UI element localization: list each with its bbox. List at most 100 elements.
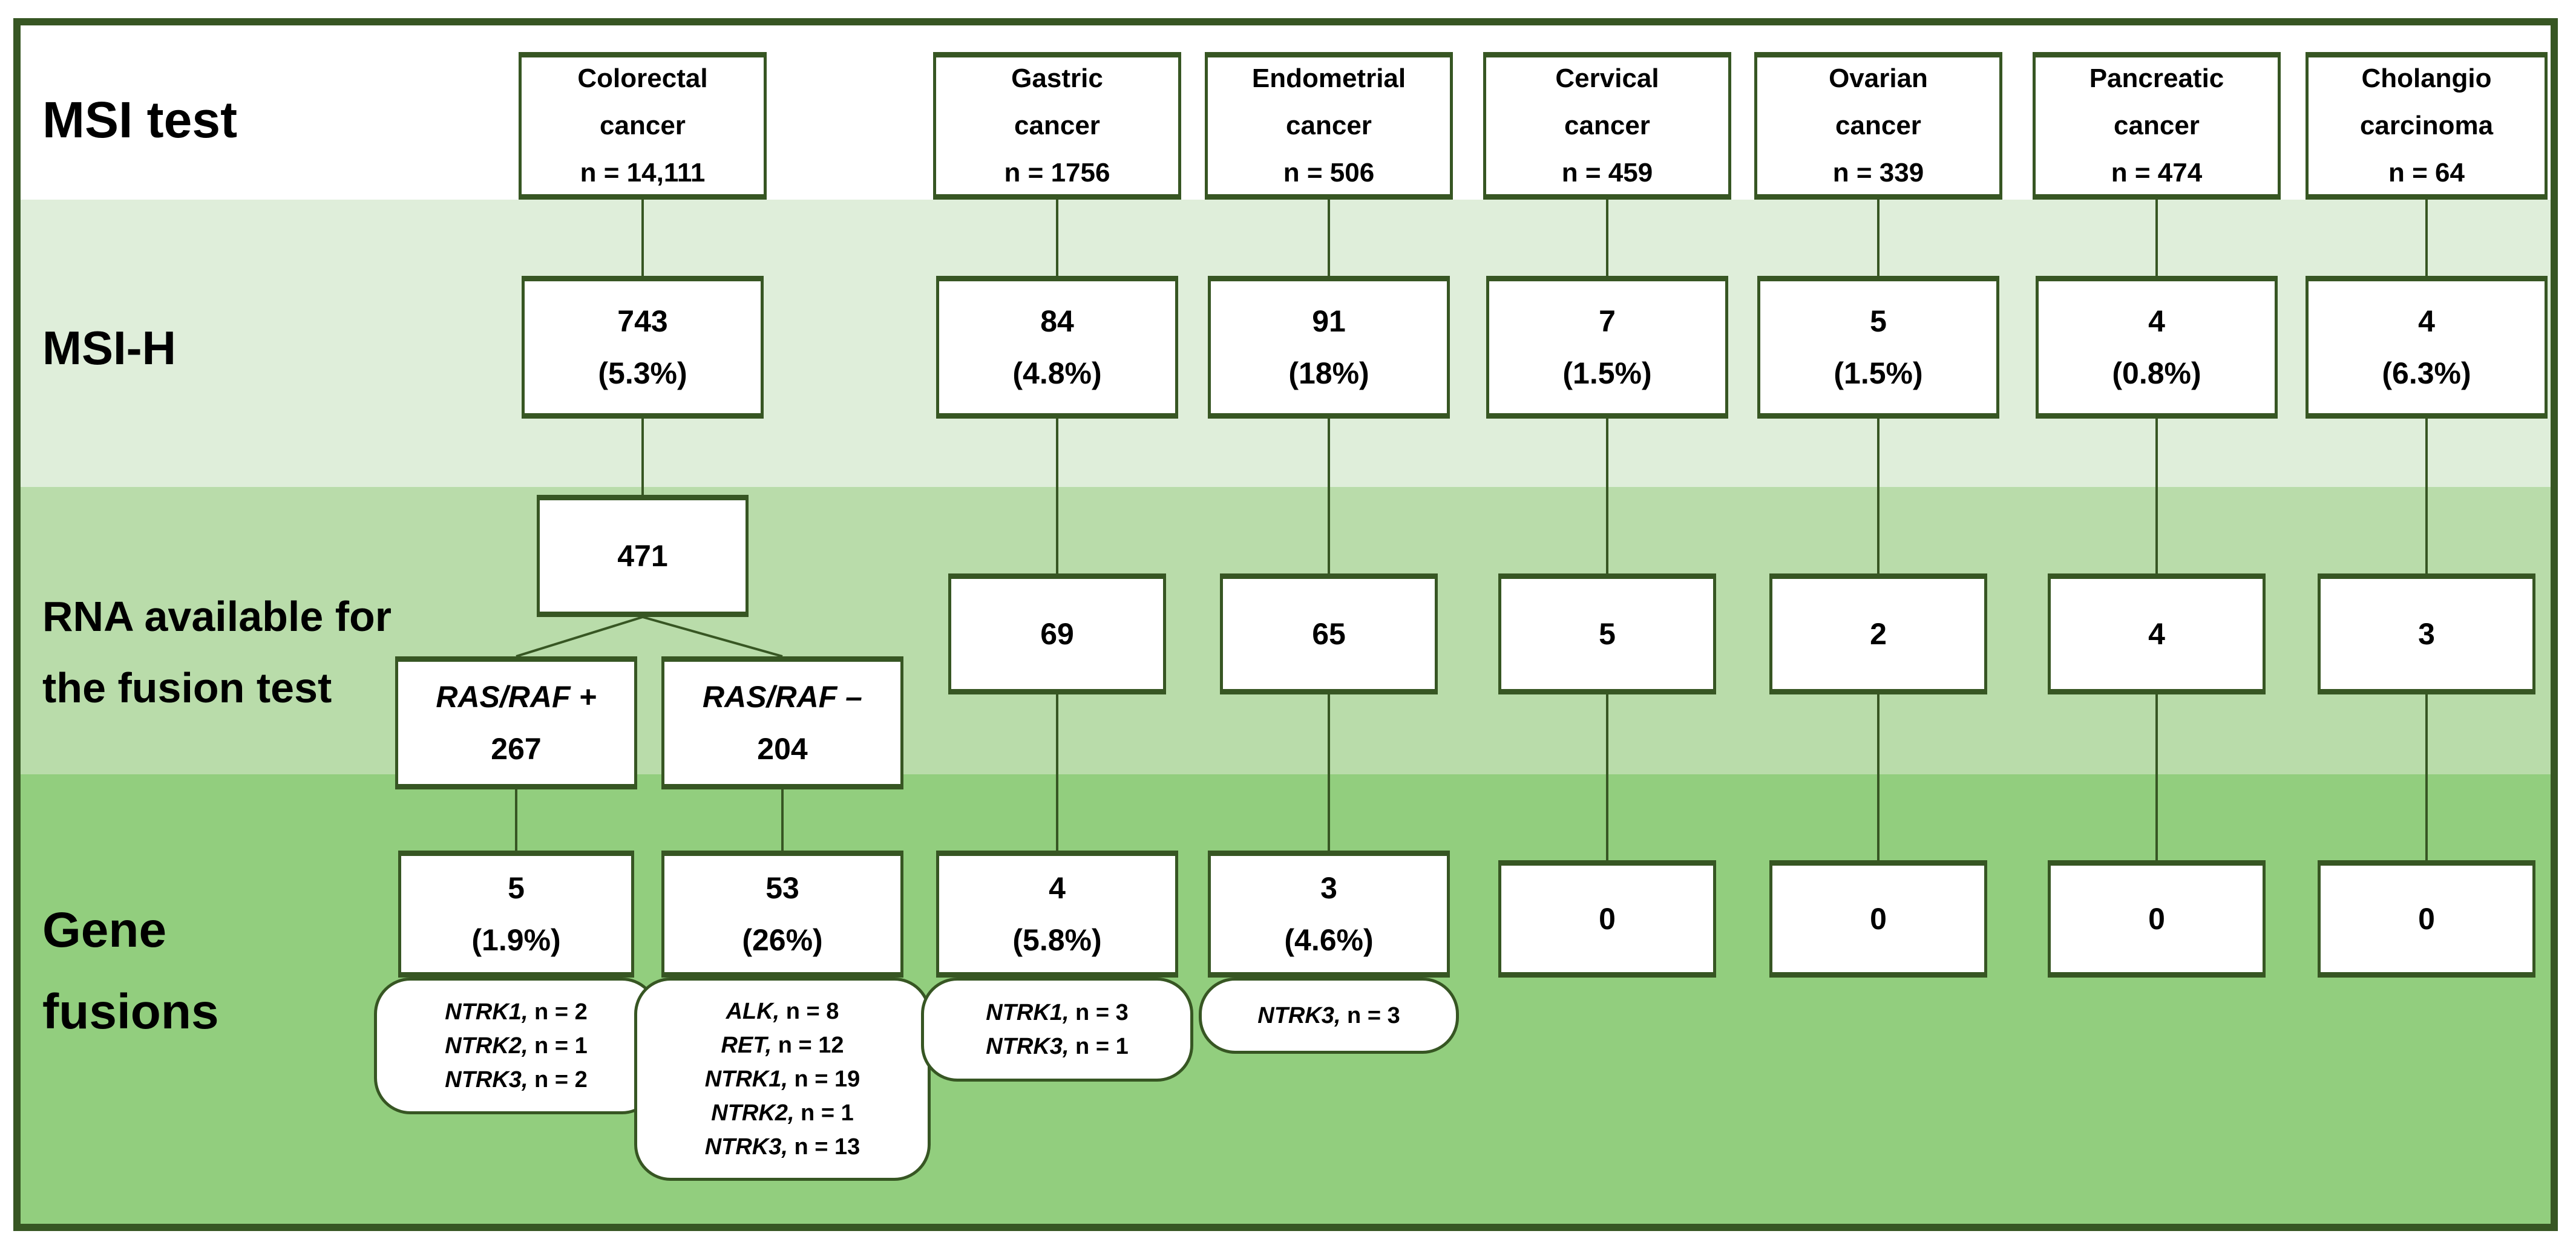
rna-count: 69 bbox=[1040, 617, 1074, 651]
fusion-count: 0 bbox=[1870, 902, 1887, 936]
fusion-box-ovarian: 0 bbox=[1769, 860, 1987, 978]
cancer-name: Cholangio bbox=[2361, 64, 2492, 93]
msih-box-pancreatic: 4 (0.8%) bbox=[2036, 276, 2278, 419]
rasraf-negative-box: RAS/RAF – 204 bbox=[661, 656, 903, 789]
fusion-detail-line: RET, n = 12 bbox=[721, 1028, 844, 1062]
cohort-n: n = 506 bbox=[1283, 158, 1375, 188]
msih-box-ovarian: 5 (1.5%) bbox=[1757, 276, 1999, 419]
fusion-details-rasraf-negative: ALK, n = 8 RET, n = 12 NTRK1, n = 19 NTR… bbox=[634, 978, 931, 1181]
cohort-box-gastric: Gastric cancer n = 1756 bbox=[933, 52, 1181, 200]
rna-box-gastric: 69 bbox=[948, 573, 1166, 694]
msih-box-gastric: 84 (4.8%) bbox=[936, 276, 1178, 419]
cancer-name: Pancreatic bbox=[2089, 64, 2224, 93]
gene-symbol: NTRK2, bbox=[445, 1033, 528, 1059]
rna-box-endometrial: 65 bbox=[1220, 573, 1438, 694]
msih-count: 4 bbox=[2418, 304, 2435, 338]
gene-count: n = 1 bbox=[1069, 1034, 1129, 1059]
cohort-box-cervical: Cervical cancer n = 459 bbox=[1483, 52, 1731, 200]
fusion-count: 0 bbox=[2148, 902, 2165, 936]
rna-box-cholangio: 3 bbox=[2318, 573, 2535, 694]
rasraf-positive-count: 267 bbox=[491, 732, 542, 766]
msih-count: 84 bbox=[1040, 304, 1074, 338]
cancer-name2: cancer bbox=[1014, 111, 1100, 140]
msih-count: 743 bbox=[617, 304, 668, 338]
fusion-detail-line: NTRK2, n = 1 bbox=[711, 1096, 853, 1130]
rna-count: 5 bbox=[1599, 617, 1616, 651]
msih-count: 91 bbox=[1312, 304, 1346, 338]
cancer-name2: cancer bbox=[1286, 111, 1372, 140]
row-label-msi-test: MSI test bbox=[42, 91, 238, 148]
row-label-rna-line1: RNA available for bbox=[42, 593, 392, 640]
cancer-name: Cervical bbox=[1555, 64, 1659, 93]
row-label-gene-line2: fusions bbox=[42, 984, 219, 1039]
row-label-rna-line2: the fusion test bbox=[42, 664, 332, 711]
fusion-percent: (1.9%) bbox=[471, 923, 561, 957]
msih-percent: (1.5%) bbox=[1562, 356, 1652, 390]
msih-box-endometrial: 91 (18%) bbox=[1208, 276, 1450, 419]
rna-count: 4 bbox=[2148, 617, 2165, 651]
gene-symbol: ALK, bbox=[726, 999, 780, 1024]
msih-percent: (1.5%) bbox=[1834, 356, 1923, 390]
msih-count: 4 bbox=[2148, 304, 2165, 338]
fusion-box-cervical: 0 bbox=[1498, 860, 1716, 978]
cancer-name: Gastric bbox=[1011, 64, 1103, 93]
cohort-box-pancreatic: Pancreatic cancer n = 474 bbox=[2033, 52, 2281, 200]
fusion-count: 4 bbox=[1049, 871, 1066, 905]
cancer-name2: carcinoma bbox=[2359, 111, 2494, 140]
rasraf-negative-label: RAS/RAF – bbox=[703, 680, 862, 714]
msih-box-cholangio: 4 (6.3%) bbox=[2306, 276, 2548, 419]
msih-percent: (4.8%) bbox=[1012, 356, 1102, 390]
fusion-detail-line: NTRK1, n = 2 bbox=[445, 995, 587, 1029]
gene-symbol: NTRK3, bbox=[445, 1067, 528, 1093]
fusion-detail-line: NTRK1, n = 19 bbox=[705, 1062, 860, 1096]
cohort-box-ovarian: Ovarian cancer n = 339 bbox=[1754, 52, 2002, 200]
fusion-percent: (26%) bbox=[742, 923, 823, 957]
gene-count: n = 12 bbox=[772, 1033, 844, 1058]
gene-symbol: NTRK1, bbox=[986, 1000, 1069, 1025]
cancer-name2: cancer bbox=[600, 111, 686, 140]
cohort-n: n = 64 bbox=[2388, 158, 2465, 188]
rna-box-cervical: 5 bbox=[1498, 573, 1716, 694]
cancer-name2: cancer bbox=[1564, 111, 1650, 140]
msih-count: 5 bbox=[1870, 304, 1887, 338]
rna-box-pancreatic: 4 bbox=[2048, 573, 2266, 694]
fusion-count: 0 bbox=[2418, 902, 2435, 936]
row-label-rna-available: RNA available for the fusion test bbox=[42, 581, 392, 723]
fusion-detail-line: NTRK3, n = 13 bbox=[705, 1130, 860, 1164]
cohort-n: n = 339 bbox=[1832, 158, 1924, 188]
fusion-details-rasraf-positive: NTRK1, n = 2 NTRK2, n = 1 NTRK3, n = 2 bbox=[374, 978, 658, 1114]
fusion-count: 5 bbox=[508, 871, 525, 905]
msih-percent: (0.8%) bbox=[2112, 356, 2201, 390]
fusion-detail-line: NTRK2, n = 1 bbox=[445, 1029, 587, 1063]
msih-box-cervical: 7 (1.5%) bbox=[1486, 276, 1728, 419]
msih-percent: (18%) bbox=[1288, 356, 1369, 390]
gene-symbol: NTRK3, bbox=[986, 1034, 1069, 1059]
gene-symbol: NTRK1, bbox=[704, 1066, 788, 1092]
cohort-box-cholangio: Cholangio carcinoma n = 64 bbox=[2306, 52, 2548, 200]
fusion-detail-line: NTRK1, n = 3 bbox=[986, 996, 1128, 1030]
fusion-box-cholangio: 0 bbox=[2318, 860, 2535, 978]
cohort-n: n = 474 bbox=[2111, 158, 2203, 188]
gene-count: n = 8 bbox=[779, 999, 839, 1024]
fusion-details-endometrial: NTRK3, n = 3 bbox=[1199, 978, 1459, 1054]
fusion-percent: (4.6%) bbox=[1284, 923, 1374, 957]
rasraf-positive-box: RAS/RAF + 267 bbox=[395, 656, 637, 789]
fusion-detail-line: NTRK3, n = 2 bbox=[445, 1063, 587, 1097]
fusion-count: 53 bbox=[765, 871, 799, 905]
fusion-count: 3 bbox=[1320, 871, 1337, 905]
fusion-percent: (5.8%) bbox=[1012, 923, 1102, 957]
fusion-detail-line: NTRK3, n = 1 bbox=[986, 1030, 1128, 1063]
cohort-n: n = 459 bbox=[1561, 158, 1653, 188]
gene-count: n = 3 bbox=[1069, 1000, 1129, 1025]
row-label-gene-line1: Gene bbox=[42, 903, 167, 958]
gene-symbol: NTRK2, bbox=[711, 1100, 795, 1126]
fusion-detail-line: ALK, n = 8 bbox=[726, 995, 839, 1028]
rna-count: 471 bbox=[617, 539, 668, 573]
cohort-box-colorectal: Colorectal cancer n = 14,111 bbox=[519, 52, 767, 200]
rasraf-negative-count: 204 bbox=[757, 732, 808, 766]
cancer-name: Ovarian bbox=[1829, 64, 1928, 93]
gene-count: n = 1 bbox=[794, 1100, 854, 1126]
fusion-box-pancreatic: 0 bbox=[2048, 860, 2266, 978]
cohort-box-endometrial: Endometrial cancer n = 506 bbox=[1205, 52, 1453, 200]
